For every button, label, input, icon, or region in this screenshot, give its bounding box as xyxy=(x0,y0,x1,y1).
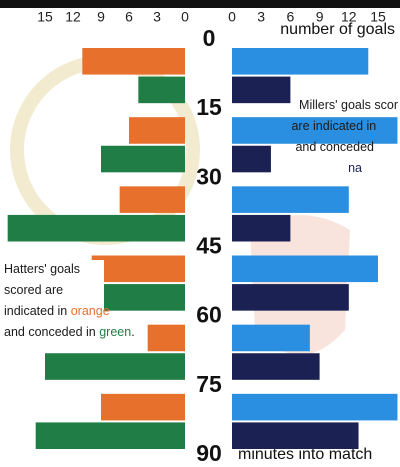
note-text: and conceded in xyxy=(4,325,99,339)
note-text: indicated in xyxy=(4,304,71,318)
y-tick-label: 30 xyxy=(196,163,222,189)
x-tick-label: 3 xyxy=(257,9,265,25)
bar xyxy=(232,146,271,173)
note-text: and conceded xyxy=(295,140,374,154)
x-tick-label: 0 xyxy=(228,9,236,25)
bar xyxy=(232,186,349,213)
bar xyxy=(101,146,185,173)
x-tick-label: 9 xyxy=(316,9,324,25)
note-text: green xyxy=(99,325,131,339)
x-tick-label: 0 xyxy=(181,9,189,25)
note-text: Millers' goals scor xyxy=(299,98,398,112)
note-text: are indicated in xyxy=(291,119,379,133)
bar xyxy=(232,48,368,75)
x-tick-label: 12 xyxy=(341,9,357,25)
y-tick-label: 0 xyxy=(203,25,216,51)
x-tick-label: 3 xyxy=(153,9,161,25)
bar xyxy=(232,256,378,283)
bar xyxy=(101,394,185,421)
y-tick-label: 15 xyxy=(196,94,222,120)
x-tick-label: 12 xyxy=(65,9,81,25)
y-tick-label: 75 xyxy=(196,371,222,397)
note-line: are indicated in s xyxy=(291,119,386,133)
note-text: orange xyxy=(71,304,110,318)
bar xyxy=(82,48,185,75)
bar xyxy=(232,422,359,449)
bar xyxy=(120,186,185,213)
note-text: na xyxy=(348,161,362,175)
bar xyxy=(138,77,185,104)
x-tick-label: 6 xyxy=(125,9,133,25)
note-text: Hatters' goals xyxy=(4,262,80,276)
chart: number of goals minutes into match 15129… xyxy=(0,0,400,467)
x-tick-label: 15 xyxy=(37,9,53,25)
bar xyxy=(232,284,349,311)
x-tick-label: 6 xyxy=(287,9,295,25)
note-line: and conceded in green. xyxy=(4,325,135,339)
note-line: Millers' goals scor xyxy=(299,98,398,112)
note-line: scored are xyxy=(4,283,63,297)
bar xyxy=(232,325,310,352)
bar xyxy=(232,77,290,104)
bar xyxy=(36,422,185,449)
bar xyxy=(45,353,185,380)
bar xyxy=(148,325,185,352)
bar xyxy=(8,215,185,242)
note-line: Hatters' goals xyxy=(4,262,80,276)
bar xyxy=(232,394,397,421)
bar xyxy=(101,284,185,311)
note-line: indicated in orange xyxy=(4,304,110,318)
note-text: scored are xyxy=(4,283,63,297)
top-band xyxy=(0,0,400,8)
y-tick-label: 60 xyxy=(196,302,222,328)
bar xyxy=(232,353,320,380)
bar xyxy=(92,256,185,283)
note-line: and conceded xyxy=(295,140,374,154)
note-line: na xyxy=(348,161,362,175)
y-tick-label: 45 xyxy=(196,233,222,259)
y-tick-label: 90 xyxy=(196,440,222,466)
x-tick-label: 15 xyxy=(370,9,386,25)
x-tick-label: 9 xyxy=(97,9,105,25)
note-text: . xyxy=(131,325,134,339)
bar xyxy=(129,117,185,144)
note-text: s xyxy=(380,119,386,133)
bar xyxy=(232,215,290,242)
